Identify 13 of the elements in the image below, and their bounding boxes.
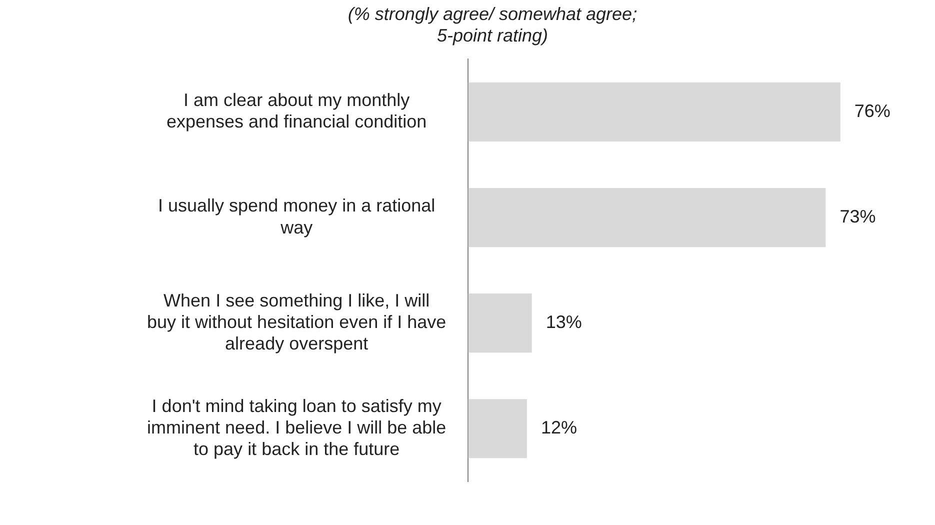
y-tick-label: When I see something I like, I will buy it without hesitation even if I have already overspent [146,290,446,354]
chart-title: (% strongly agree/ somewhat agree; 5-point rating) [348,4,638,46]
y-tick-label: I am clear about my monthly expenses and financial condition [166,90,427,132]
bar [468,294,532,353]
data-label: 73% [840,206,876,226]
data-label: 13% [546,312,582,332]
bar [468,188,826,248]
data-label: 76% [854,100,890,121]
y-tick-label: I usually spend money in a rational way [158,196,436,238]
bar [468,82,840,142]
y-tick-label: I don't mind taking loan to satisfy my imminent need. I believe I will be able to pay it back in the future [147,396,446,460]
bar [468,399,527,458]
data-label: 12% [540,418,577,438]
